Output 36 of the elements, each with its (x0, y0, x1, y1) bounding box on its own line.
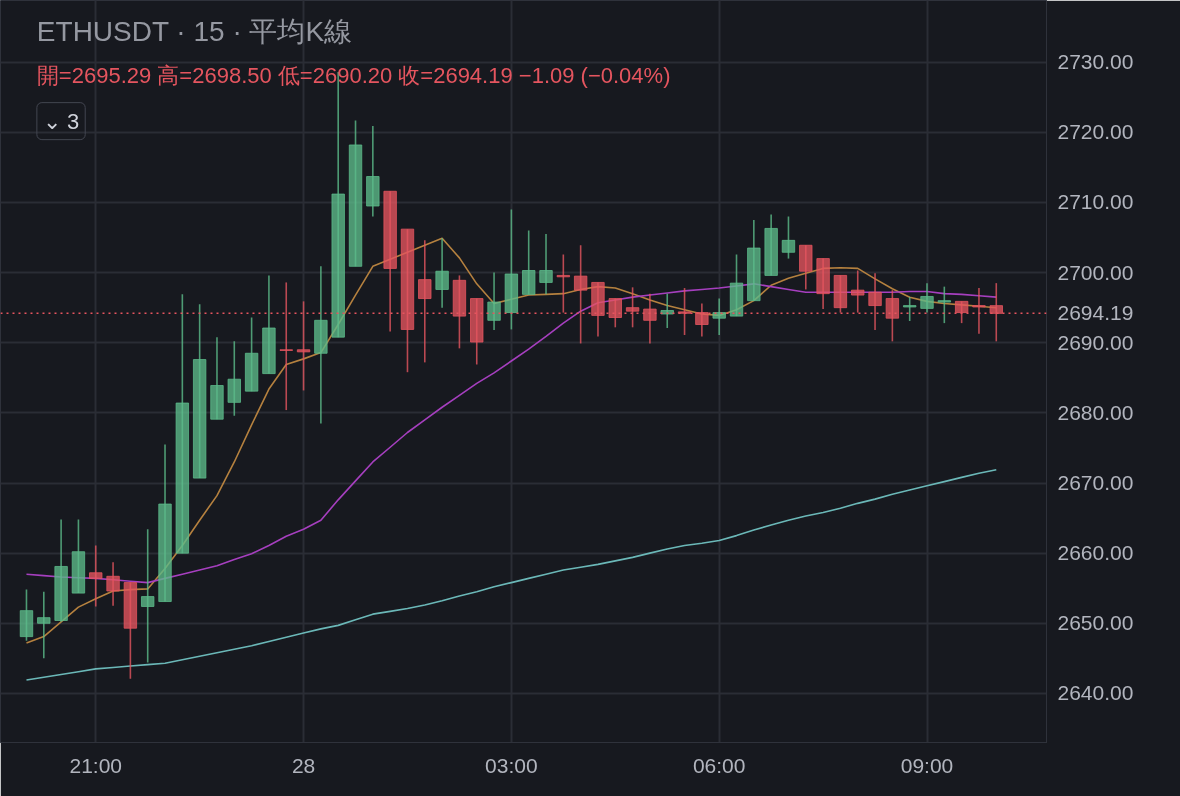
candlestick (781, 215, 796, 260)
candlestick (89, 544, 103, 608)
candlestick (539, 233, 553, 296)
candlestick (487, 271, 501, 331)
x-tick-label: 09:00 (900, 753, 954, 777)
candlestick (140, 528, 155, 664)
annotation: ⌄ 3 (42, 108, 80, 134)
y-tick-label: 2660.00 (1057, 541, 1134, 565)
candlestick (37, 590, 51, 660)
ref-line-label: 2694.19 (1057, 301, 1134, 325)
candlestick (106, 561, 120, 607)
candlestick (556, 253, 571, 314)
y-tick-label: 2640.00 (1057, 681, 1134, 705)
x-tick-label: 03:00 (485, 753, 538, 777)
line-series (25, 468, 998, 681)
candlestick (435, 237, 449, 309)
candlestick (712, 297, 726, 336)
candlestick (521, 229, 536, 296)
y-tick-label: 2690.00 (1057, 330, 1134, 354)
text: ETHUSDT · 15 · 平均K線 (36, 15, 353, 47)
x-tick-label: 28 (291, 753, 316, 777)
y-tick-label: 2730.00 (1057, 50, 1134, 74)
x-tick-label: 21:00 (69, 753, 123, 777)
candlestick (937, 285, 952, 324)
y-tick-label: 2720.00 (1057, 120, 1134, 144)
y-tick-label: 2700.00 (1057, 260, 1134, 284)
y-tick-label: 2680.00 (1057, 400, 1134, 424)
candlestick (660, 292, 674, 329)
y-tick-label: 2650.00 (1057, 611, 1134, 635)
candlestick (902, 296, 917, 322)
candlestick (227, 340, 242, 417)
y-tick-label: 2670.00 (1057, 471, 1134, 495)
y-tick-label: 2710.00 (1057, 190, 1134, 214)
x-tick-label: 06:00 (692, 753, 746, 777)
candlestick (851, 269, 865, 314)
candlestick (920, 282, 934, 314)
